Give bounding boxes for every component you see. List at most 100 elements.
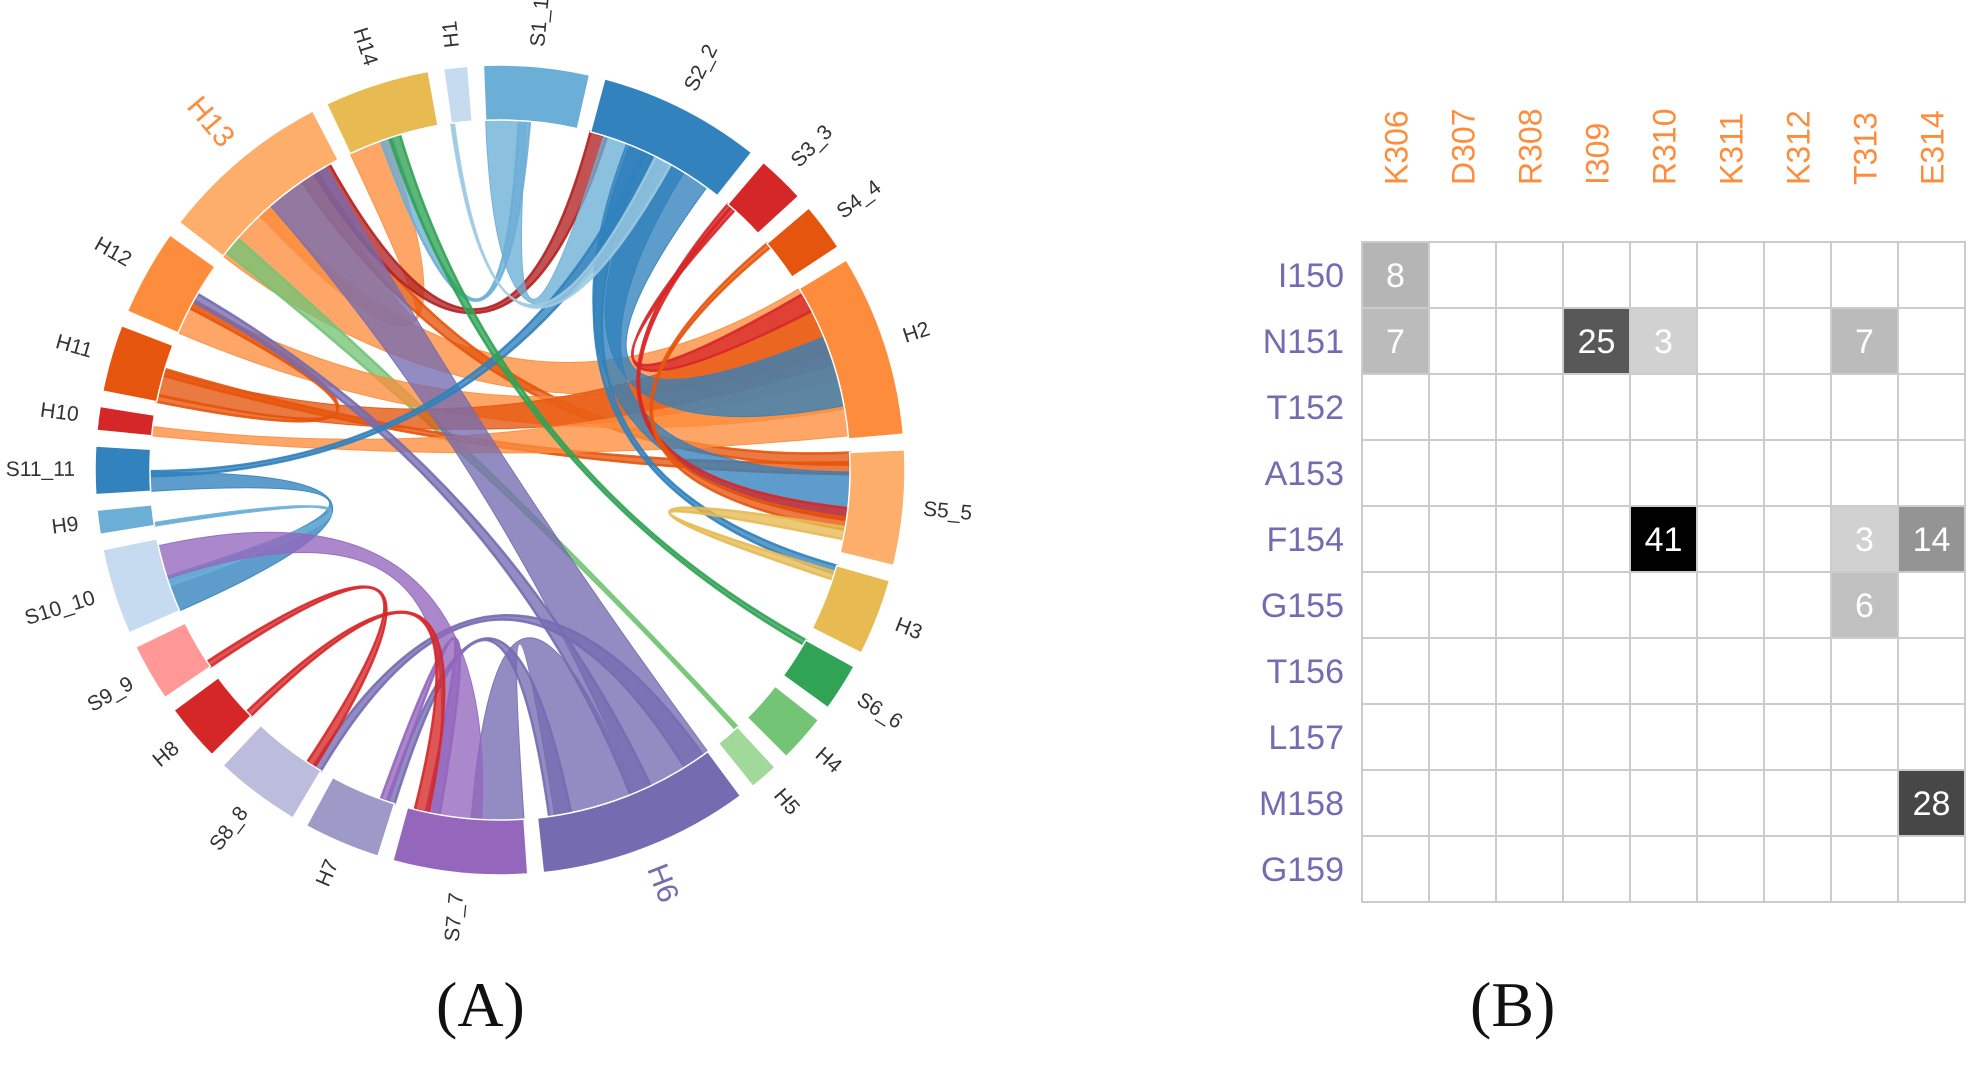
heatmap-cell [1562, 505, 1631, 573]
segment-label-h1: H1 [438, 20, 464, 49]
segment-s11-11 [94, 445, 152, 496]
heatmap-cell [1830, 241, 1899, 309]
row-label-l157: L157 [1268, 719, 1344, 757]
heatmap-cell [1696, 571, 1765, 639]
segment-label-h4: H4 [811, 743, 847, 778]
heatmap-cell [1629, 307, 1698, 375]
heatmap-cell [1361, 835, 1430, 903]
heatmap-cell [1428, 703, 1497, 771]
heatmap-cell [1428, 241, 1497, 309]
heatmap-cell-value: 25 [1578, 323, 1616, 361]
segment-s4-4 [765, 206, 840, 279]
heatmap-cell [1562, 241, 1631, 309]
column-label-k312: K312 [1781, 110, 1817, 185]
heatmap-cell [1495, 505, 1564, 573]
chord-segments [94, 64, 906, 876]
segment-label-h8: H8 [148, 737, 183, 772]
heatmap-cell [1696, 637, 1765, 705]
heatmap-cell [1428, 835, 1497, 903]
heatmap-cell [1696, 439, 1765, 507]
heatmap-cell [1428, 769, 1497, 837]
segment-label-s7-7: S7_7 [441, 892, 469, 943]
heatmap-cells: 8 7 25 3 7 41 3 14 6 28 [1361, 241, 1966, 903]
segment-label-h10: H10 [39, 399, 80, 427]
panel-b-label: (B) [1470, 969, 1556, 1040]
heatmap-cell-value: 7 [1855, 323, 1874, 361]
heatmap-cell [1361, 505, 1430, 573]
heatmap-cell [1495, 703, 1564, 771]
segment-h8 [172, 676, 253, 756]
heatmap-cell [1428, 439, 1497, 507]
heatmap-cell [1830, 769, 1899, 837]
segment-label-s11-11: S11_11 [6, 458, 75, 481]
row-label-t152: T152 [1267, 389, 1345, 427]
heatmap-cell [1428, 307, 1497, 375]
segment-h6 [536, 750, 742, 874]
heatmap-cell [1830, 637, 1899, 705]
heatmap-cell [1495, 571, 1564, 639]
column-label-d307: D307 [1446, 109, 1482, 186]
segment-label-s1-1: S1_1 [526, 0, 553, 48]
column-label-k306: K306 [1379, 110, 1415, 185]
heatmap-cell [1897, 505, 1966, 573]
heatmap-cell [1763, 835, 1832, 903]
heatmap-cell [1696, 505, 1765, 573]
heatmap-cell [1495, 373, 1564, 441]
segment-label-s10-10: S10_10 [22, 586, 98, 630]
heatmap-cell [1562, 307, 1631, 375]
heatmap-cell [1830, 703, 1899, 771]
column-label-t313: T313 [1848, 112, 1884, 185]
row-label-i150: I150 [1278, 257, 1344, 295]
heatmap-cell-value: 6 [1855, 587, 1874, 625]
heatmap-cell-value: 14 [1913, 521, 1951, 559]
heatmap-row-labels: I150 N151 T152 A153 F154 G155 T156 L157 M158 G159 [1259, 257, 1344, 889]
segment-label-s5-5: S5_5 [922, 498, 973, 526]
segment-h9 [96, 503, 156, 536]
heatmap-cell-value: 28 [1913, 785, 1951, 823]
segment-label-s3-3: S3_3 [786, 121, 837, 172]
column-label-k311: K311 [1714, 113, 1750, 185]
heatmap-cell [1696, 769, 1765, 837]
row-label-g159: G159 [1261, 851, 1344, 889]
heatmap-cell [1495, 637, 1564, 705]
heatmap-cell [1495, 307, 1564, 375]
heatmap-cell [1897, 769, 1966, 837]
segment-s7-7 [391, 806, 529, 876]
heatmap-cell [1562, 439, 1631, 507]
heatmap-cell [1361, 637, 1430, 705]
heatmap-cell [1763, 307, 1832, 375]
heatmap-cell-value: 8 [1386, 257, 1405, 295]
heatmap-cell [1763, 373, 1832, 441]
heatmap-cell [1897, 307, 1966, 375]
segment-s1-1 [482, 64, 591, 130]
segment-s10-10 [102, 537, 181, 634]
segment-h7 [305, 776, 396, 858]
segment-label-s4-4: S4_4 [833, 175, 886, 223]
segment-label-s2-2: S2_2 [680, 41, 723, 95]
heatmap-cell [1763, 439, 1832, 507]
heatmap-cell [1696, 373, 1765, 441]
heatmap-cell [1696, 835, 1765, 903]
segment-label-s6-6: S6_6 [853, 688, 907, 734]
heatmap-cell [1361, 439, 1430, 507]
segment-s5-5 [839, 448, 906, 567]
segment-label-h3: H3 [892, 613, 925, 644]
heatmap-cell [1696, 703, 1765, 771]
heatmap-cell [1897, 373, 1966, 441]
heatmap-cell-value: 3 [1855, 521, 1874, 559]
heatmap-cell [1763, 769, 1832, 837]
segment-label-h6: H6 [640, 859, 685, 907]
segment-label-h12: H12 [91, 232, 136, 271]
segment-label-s8-8: S8_8 [205, 802, 253, 855]
ribbon-s9_9-s8_8 [205, 585, 388, 769]
column-label-r308: R308 [1513, 109, 1549, 186]
heatmap-column-labels: K306 D307 R308 I309 R310 K311 K312 T313 E314 [1379, 109, 1951, 186]
heatmap-cell [1629, 373, 1698, 441]
heatmap-cell [1763, 637, 1832, 705]
heatmap-cell [1763, 571, 1832, 639]
heatmap-cell [1897, 835, 1966, 903]
heatmap-cell [1562, 571, 1631, 639]
segment-h3 [811, 564, 891, 655]
column-label-r310: R310 [1647, 109, 1683, 186]
